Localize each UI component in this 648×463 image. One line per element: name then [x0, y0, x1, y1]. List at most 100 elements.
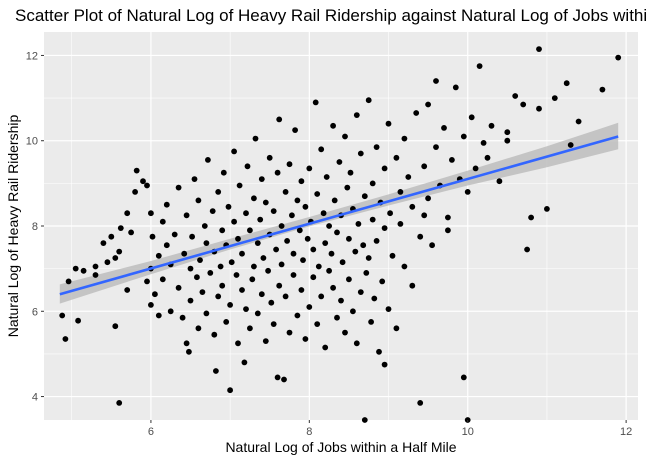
data-point: [75, 317, 81, 324]
data-point: [376, 348, 382, 355]
data-point: [231, 148, 238, 155]
data-point: [599, 86, 606, 93]
data-point: [433, 144, 439, 151]
data-point: [231, 218, 238, 225]
data-point: [124, 287, 131, 293]
data-point: [203, 310, 210, 317]
data-point: [243, 306, 249, 312]
data-point: [59, 312, 66, 319]
data-point: [116, 248, 123, 255]
data-point: [116, 400, 123, 406]
data-point: [476, 63, 483, 69]
data-point: [460, 374, 467, 381]
data-point: [371, 295, 378, 302]
data-point: [152, 291, 158, 298]
data-point: [213, 368, 219, 374]
data-point: [536, 46, 542, 52]
data-point: [342, 329, 348, 336]
data-point: [274, 374, 281, 381]
data-point: [132, 189, 139, 195]
data-point: [273, 246, 279, 253]
data-point: [159, 218, 166, 225]
data-point: [175, 184, 182, 191]
data-point: [460, 133, 467, 140]
data-point: [326, 267, 332, 274]
data-point: [387, 210, 393, 217]
data-point: [512, 93, 519, 99]
y-tick-label: 12: [26, 50, 38, 62]
data-point: [365, 97, 372, 104]
data-point: [112, 255, 119, 261]
data-point: [344, 184, 351, 191]
data-point: [167, 308, 174, 315]
data-point: [159, 276, 166, 283]
data-point: [347, 169, 354, 176]
data-point: [294, 312, 301, 319]
x-tick-label: 8: [306, 426, 312, 438]
data-point: [472, 165, 479, 172]
data-point: [257, 216, 264, 223]
data-point: [262, 338, 269, 344]
data-point: [235, 340, 241, 347]
data-point: [239, 287, 245, 293]
data-point: [445, 227, 451, 234]
data-point: [252, 135, 259, 142]
data-point: [270, 321, 277, 327]
data-point: [357, 150, 364, 157]
data-point: [274, 169, 281, 176]
data-point: [334, 229, 340, 236]
data-point: [353, 340, 360, 347]
data-point: [306, 304, 313, 310]
data-point: [258, 291, 265, 298]
data-point: [393, 154, 400, 161]
data-point: [504, 129, 511, 136]
data-point: [124, 210, 131, 217]
data-point: [286, 329, 293, 336]
y-tick-label: 6: [32, 306, 38, 318]
x-axis-label: Natural Log of Jobs within a Half Mile: [225, 439, 456, 455]
data-point: [320, 210, 327, 217]
data-point: [368, 319, 374, 325]
data-point: [219, 282, 226, 289]
data-point: [92, 272, 99, 278]
data-point: [191, 176, 198, 183]
data-point: [360, 242, 367, 249]
data-point: [205, 157, 211, 163]
data-point: [385, 306, 392, 312]
y-tick-label: 8: [32, 221, 38, 233]
data-point: [251, 195, 257, 202]
data-point: [330, 122, 336, 129]
data-point: [323, 174, 330, 180]
y-tick-label: 4: [32, 392, 38, 404]
data-point: [302, 336, 309, 342]
data-point: [282, 293, 289, 300]
data-point: [181, 250, 188, 257]
data-point: [338, 297, 344, 304]
data-point: [194, 274, 200, 281]
x-tick-label: 10: [462, 426, 474, 438]
data-point: [328, 250, 335, 257]
data-point: [401, 135, 408, 142]
data-point: [199, 289, 206, 295]
data-point: [464, 189, 471, 195]
data-point: [304, 235, 311, 242]
data-point: [187, 297, 194, 304]
data-point: [575, 118, 582, 125]
data-point: [310, 246, 317, 253]
data-point: [186, 348, 192, 355]
data-point: [171, 231, 178, 238]
data-point: [353, 112, 360, 118]
data-point: [265, 267, 271, 274]
data-point: [421, 163, 428, 170]
data-point: [357, 289, 364, 295]
data-point: [155, 312, 162, 319]
data-point: [339, 259, 346, 266]
data-point: [144, 182, 150, 189]
data-point: [112, 323, 119, 330]
data-point: [241, 359, 248, 366]
data-point: [314, 321, 321, 327]
data-point: [62, 336, 69, 342]
data-point: [183, 340, 190, 347]
data-point: [128, 229, 135, 236]
data-point: [220, 169, 227, 176]
